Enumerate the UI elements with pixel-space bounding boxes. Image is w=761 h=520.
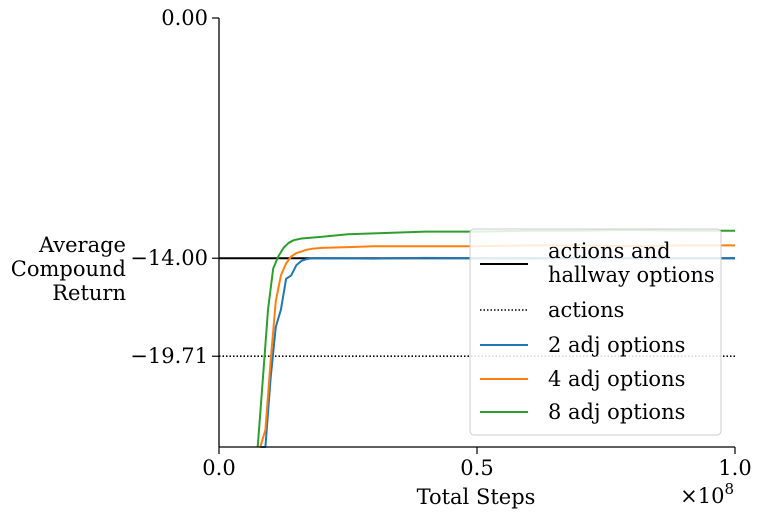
legend-label-4-adj: 4 adj options (548, 367, 685, 391)
legend-label-actions-hallway-line-2: hallway options (548, 263, 715, 287)
legend: actions and hallway options actions 2 ad… (469, 228, 722, 436)
legend-label-actions: actions (548, 298, 624, 322)
x-axis-label: Total Steps (417, 485, 536, 509)
legend-label-2-adj: 2 adj options (548, 333, 685, 357)
y-tick-label: 0.00 (161, 6, 208, 30)
y-axis-label-line-1: Average (38, 233, 126, 257)
legend-label-actions-hallway-line-1: actions and (548, 239, 671, 263)
x-tick-label: 1.0 (718, 456, 751, 480)
legend-box (469, 228, 722, 436)
y-tick-label: −14.00 (130, 246, 208, 270)
x-axis-multiplier: ×108 (680, 480, 734, 508)
x-tick-label: 0.0 (202, 456, 235, 480)
y-axis-label-line-2: Compound (11, 257, 126, 281)
y-tick-label: −19.71 (130, 344, 208, 368)
y-axis-label-line-3: Return (52, 281, 126, 305)
x-tick-label: 0.5 (460, 456, 493, 480)
legend-label-8-adj: 8 adj options (548, 400, 685, 424)
